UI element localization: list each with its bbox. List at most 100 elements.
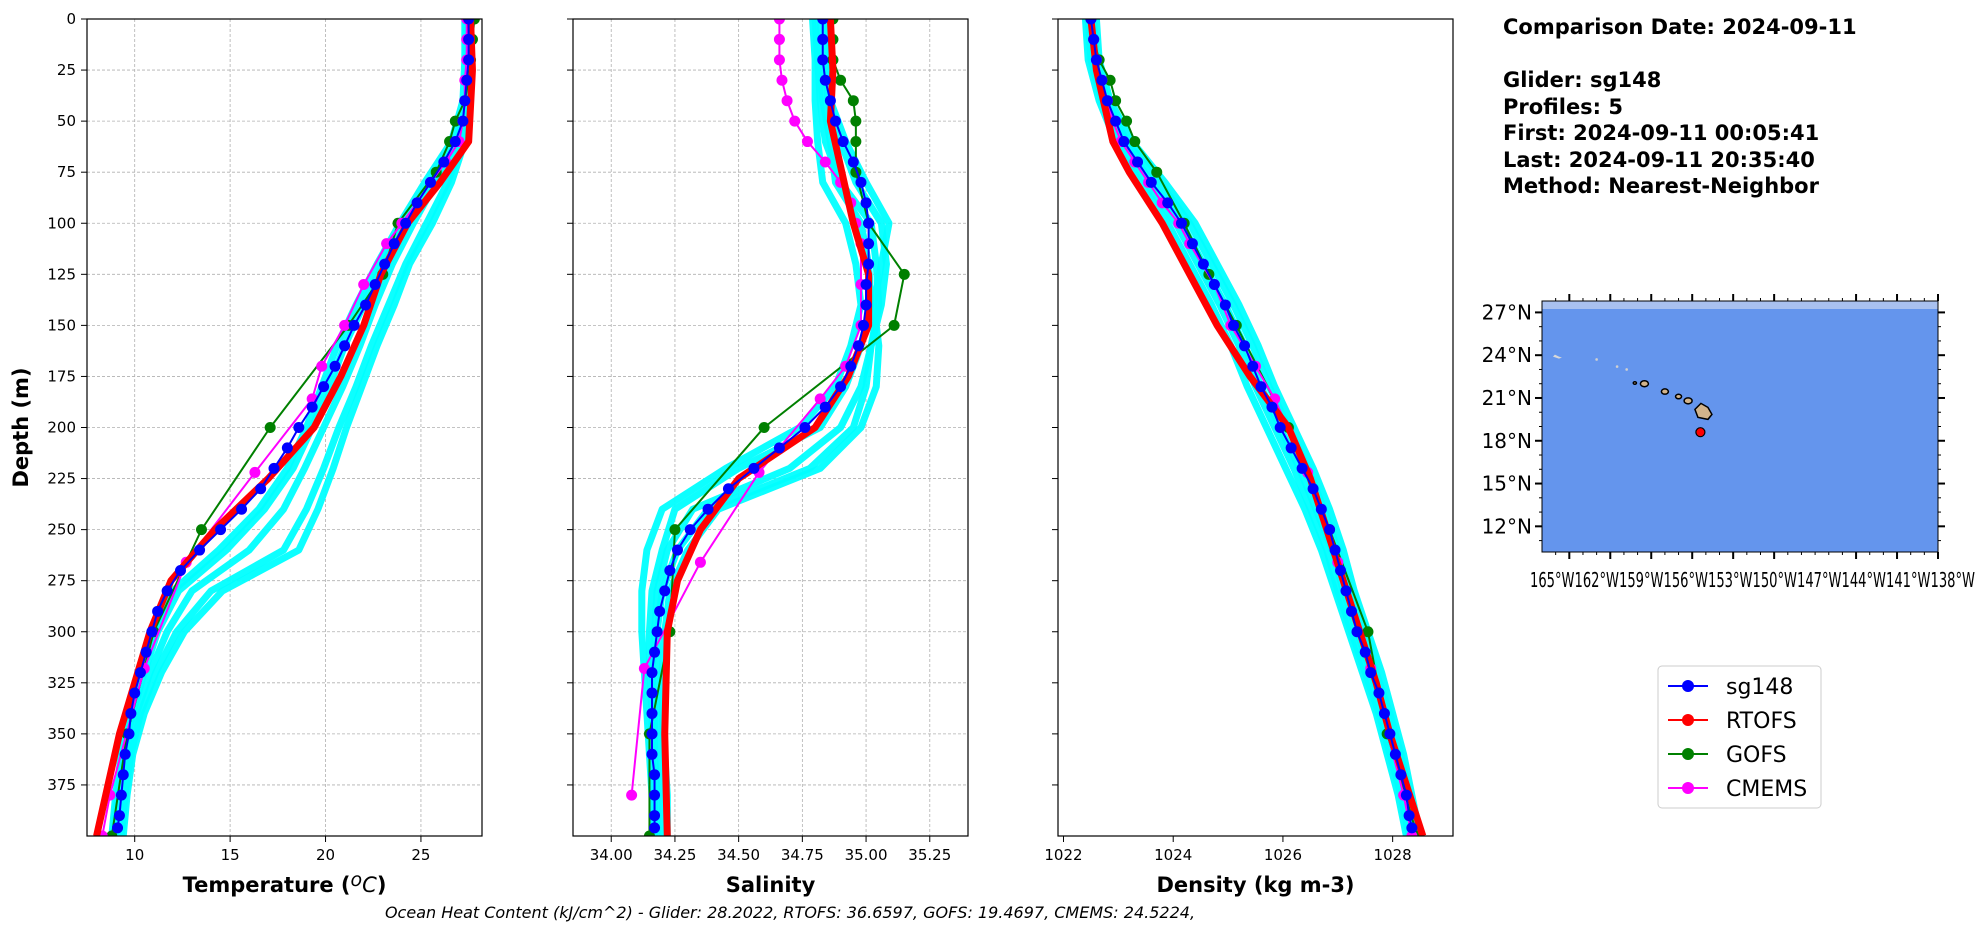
series-point-sg148 — [438, 156, 450, 168]
lon-labels: 165°W162°W159°W156°W153°W150°W147°W144°W… — [1530, 568, 1975, 592]
series-point-CMEMS — [694, 556, 706, 568]
series-point-sg148 — [847, 156, 859, 168]
series-point-sg148 — [411, 197, 423, 209]
series-point-sg148 — [1186, 238, 1198, 250]
series-point-sg148 — [129, 687, 141, 699]
x-tick-label: 34.75 — [781, 846, 824, 864]
comparison-date: Comparison Date: 2024-09-11 — [1503, 15, 1857, 39]
paren: ) — [377, 873, 387, 897]
series-point-GOFS — [1362, 626, 1374, 638]
series-point-CMEMS — [819, 156, 831, 168]
series-point-sg148 — [215, 524, 227, 536]
series-point-GOFS — [1104, 74, 1116, 86]
series-point-sg148 — [1359, 646, 1371, 658]
series-point-sg148 — [424, 176, 436, 188]
x-tick-label: 1024 — [1154, 846, 1192, 864]
location-map: 27°N 24°N 21°N 18°N 15°N 12°N 165°W162°W159°W1… — [1482, 294, 1975, 592]
series-point-GOFS — [669, 524, 681, 536]
series-point-sg148 — [1340, 585, 1352, 597]
x-axis-label: Salinity — [726, 873, 816, 897]
series-point-CMEMS — [358, 279, 370, 291]
series-point-sg148 — [369, 279, 381, 291]
series-point-GOFS — [1121, 115, 1133, 127]
series-point-sg148 — [463, 54, 475, 66]
series-point-sg148 — [194, 544, 206, 556]
series-point-CMEMS — [801, 136, 813, 148]
series-point-sg148 — [1132, 156, 1144, 168]
legend-marker — [1682, 714, 1694, 726]
series-point-sg148 — [360, 299, 372, 311]
series-point-sg148 — [1365, 667, 1377, 679]
series-point-sg148 — [1389, 748, 1401, 760]
glider-profile-line — [115, 19, 473, 836]
series-point-sg148 — [318, 381, 330, 393]
x-axis-label: Density (kg m-3) — [1156, 873, 1354, 897]
series-point-sg148 — [819, 401, 831, 413]
series-point-sg148 — [236, 503, 248, 515]
series-point-sg148 — [113, 810, 125, 822]
series-point-sg148 — [1329, 544, 1341, 556]
x-tick-label: 35.00 — [845, 846, 888, 864]
series-line-RTOFS — [93, 19, 476, 836]
legend-marker — [1682, 748, 1694, 760]
lat-label: 21°N — [1482, 386, 1532, 410]
temperature-plot-area — [93, 19, 480, 836]
legend-label: sg148 — [1726, 675, 1793, 700]
series-point-sg148 — [649, 789, 661, 801]
atoll-shape — [1625, 368, 1628, 371]
series-point-GOFS — [449, 115, 461, 127]
x-tick-label: 1026 — [1264, 846, 1302, 864]
map-ocean — [1542, 301, 1938, 552]
series-point-GOFS — [1110, 95, 1122, 107]
series-point-sg148 — [112, 822, 124, 834]
series-point-sg148 — [748, 462, 760, 474]
series-point-sg148 — [860, 279, 872, 291]
series-point-CMEMS — [781, 95, 793, 107]
legend-label: RTOFS — [1726, 709, 1797, 734]
series-point-sg148 — [651, 626, 663, 638]
y-tick-label: 150 — [47, 316, 76, 334]
series-point-sg148 — [845, 360, 857, 372]
y-tick-label: 25 — [57, 61, 76, 79]
series-point-sg148 — [1307, 483, 1319, 495]
series-point-sg148 — [1406, 822, 1418, 834]
glider-position-marker — [1695, 427, 1706, 438]
map-top-band — [1542, 301, 1938, 309]
glider-profile-line — [1092, 19, 1424, 836]
series-point-CMEMS — [776, 74, 788, 86]
nw-islands-shape — [1552, 354, 1562, 359]
series-point-sg148 — [860, 197, 872, 209]
island-shape — [1639, 379, 1650, 388]
y-tick-label: 325 — [47, 674, 76, 692]
legend-marker — [1682, 680, 1694, 692]
series-point-CMEMS — [316, 360, 328, 372]
lat-label: 15°N — [1482, 472, 1532, 496]
series-point-sg148 — [461, 74, 473, 86]
series-point-sg148 — [348, 319, 360, 331]
ocean-heat-content-footer: Ocean Heat Content (kJ/cm^2) - Glider: 2… — [384, 903, 1196, 922]
series-point-sg148 — [817, 33, 829, 45]
series-point-CMEMS — [814, 393, 826, 405]
series-point-sg148 — [1395, 769, 1407, 781]
series-point-GOFS — [850, 115, 862, 127]
series-line-GOFS — [1089, 19, 1419, 836]
series-point-sg148 — [459, 95, 471, 107]
info-panel: Comparison Date: 2024-09-11 Glider: sg14… — [1503, 14, 1857, 200]
series-point-sg148 — [1101, 95, 1113, 107]
series-point-sg148 — [1096, 74, 1108, 86]
series-point-sg148 — [1239, 340, 1251, 352]
series-point-sg148 — [175, 564, 187, 576]
y-axis-label: Depth (m) — [9, 367, 33, 487]
series-point-sg148 — [1219, 299, 1231, 311]
series-point-sg148 — [1228, 319, 1240, 331]
series-point-sg148 — [339, 340, 351, 352]
y-tick-label: 250 — [47, 521, 76, 539]
series-point-GOFS — [835, 74, 847, 86]
series-point-sg148 — [654, 605, 666, 617]
series-point-sg148 — [646, 687, 658, 699]
series-point-sg148 — [858, 319, 870, 331]
island-shape — [1683, 397, 1693, 405]
series-point-sg148 — [817, 54, 829, 66]
y-tick-label: 200 — [47, 419, 76, 437]
legend-item-sg148: sg148 — [1668, 675, 1793, 700]
